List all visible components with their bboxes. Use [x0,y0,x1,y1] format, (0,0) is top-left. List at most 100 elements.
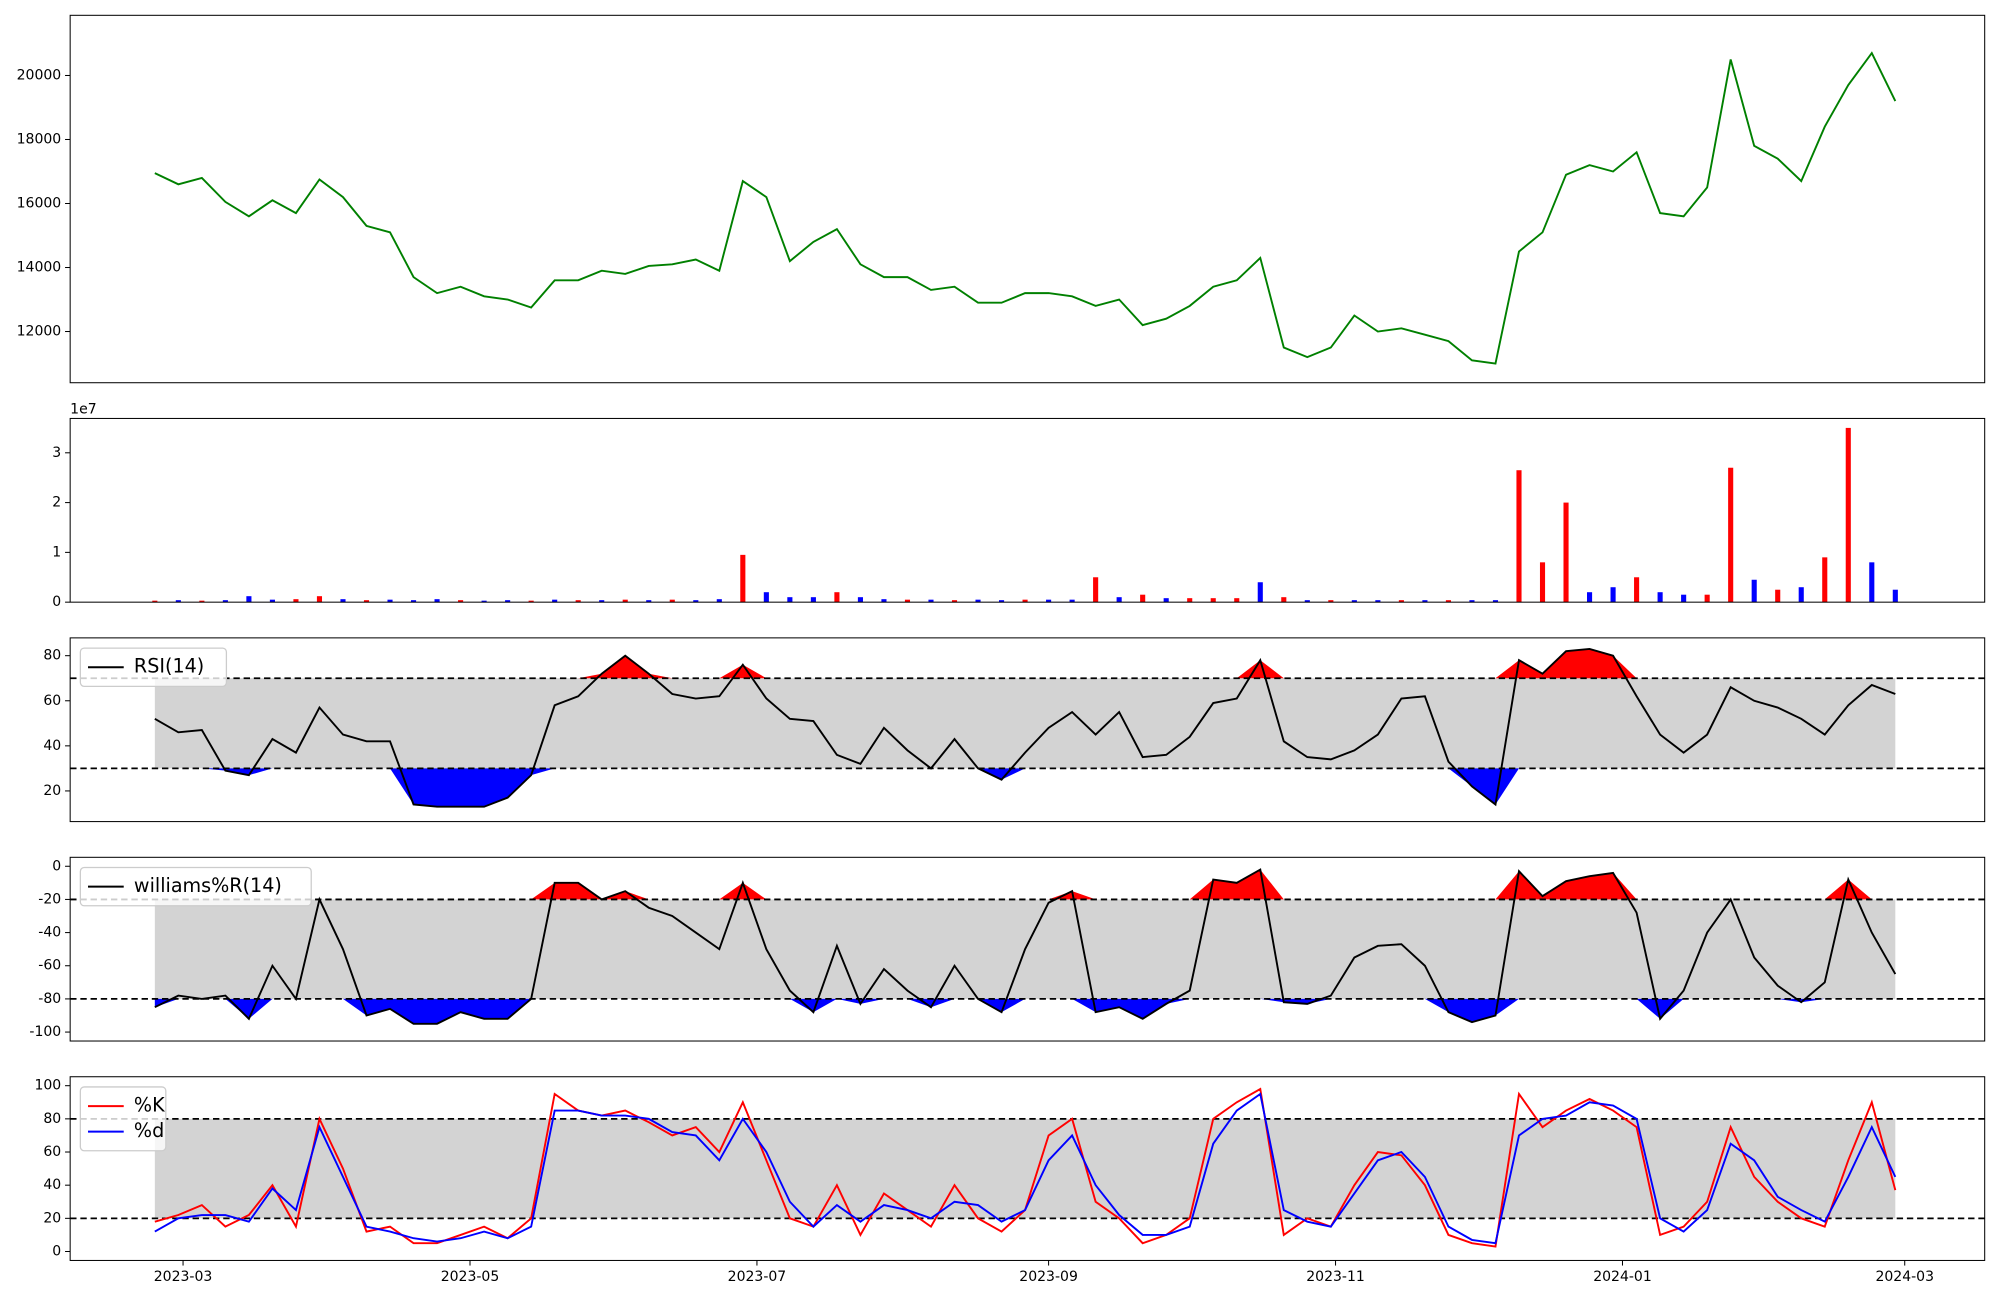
panel: -100 -80 -60 -40 -20 0 williams%R(14) [29,856,1986,1042]
volume-bar [1610,587,1616,603]
volume-bar [1539,562,1546,603]
volume-bar [1751,579,1757,603]
volume-bar [1375,600,1381,603]
legend-label: %d [134,1119,164,1142]
oversold-fill [154,768,1896,807]
threshold-band [154,1118,1896,1219]
volume-bar [1704,594,1710,603]
volume-bar [1657,592,1663,603]
volume-bar [834,592,840,603]
legend-label: RSI(14) [134,655,204,678]
volume-bar [552,599,558,603]
x-tick-label: 2024-03 [1875,1269,1934,1285]
volume-bar [622,599,628,603]
y-tick-label: -60 [38,958,61,974]
volume-bar [1398,600,1404,603]
volume-bar [646,600,652,603]
x-tick-label: 2023-07 [728,1269,787,1285]
volume-bar [1845,427,1851,603]
volume-bar [1775,589,1781,603]
x-tick-label: 2024-01 [1593,1269,1652,1285]
panel: 12000 14000 16000 18000 20000 [17,14,1986,384]
y-tick-label: 20 [43,1210,61,1226]
volume-bar [316,596,323,603]
volume-bar [1234,598,1240,603]
volume-bar [175,600,181,603]
y-tick-label: 0 [52,594,61,610]
x-tick-label: 2023-09 [1019,1269,1078,1285]
volume-bar [575,600,581,603]
volume-bar [1163,598,1169,603]
volume-bar [1022,599,1028,603]
plot-frame [69,637,1986,823]
volume-bar [1210,598,1216,603]
series-line [154,51,1897,365]
volume-bar [1116,597,1122,603]
y-tick-label: -20 [38,891,61,907]
volume-bar [951,600,958,603]
y-tick-label: 20000 [17,67,62,83]
x-tick-label: 2023-05 [441,1269,500,1285]
volume-bar [1798,587,1804,603]
volume-bar [1563,502,1569,603]
legend-label: williams%R(14) [134,874,282,897]
volume-bar [199,600,205,603]
oversold-fill [154,998,1896,1024]
volume-bar [363,600,370,603]
y-tick-label: 0 [52,1243,61,1259]
volume-bar [1304,600,1310,603]
x-tick-label: 2023-11 [1306,1269,1365,1285]
volume-bar [999,600,1005,603]
volume-bar [246,596,252,603]
legend: %K%d [79,1086,167,1152]
plot-frame [69,1076,1986,1261]
y-tick-label: 40 [43,1177,61,1193]
volume-bar [1046,599,1052,603]
volume-bar [505,600,511,603]
volume-bar [1257,582,1263,603]
volume-bar [1281,597,1287,603]
y-tick-label: 14000 [17,260,62,276]
volume-bar [1822,557,1828,603]
volume-bar [458,600,464,603]
volume-bar [410,600,417,603]
volume-bar [1587,592,1593,603]
series-line [154,868,1897,1025]
volume-bar [1445,600,1451,603]
volume-bar [222,600,228,603]
volume-bar [1728,467,1734,603]
volume-bar [340,599,346,603]
panel: 0 1 2 3 1e7 [52,402,1986,610]
legend: williams%R(14) [79,866,312,907]
volume-bar [716,599,722,603]
volume-bar [1516,470,1522,603]
volume-bar [1351,600,1357,603]
volume-bar [810,597,816,603]
y-tick-label: 60 [43,693,61,709]
volume-bar [387,599,393,603]
y-tick-label: 20 [43,783,61,799]
volume-bar [857,597,863,603]
legend-label: %K [134,1094,165,1117]
y-tick-label: 3 [52,445,61,461]
y-tick-label: 40 [43,738,61,754]
volume-bar [787,597,793,603]
legend: RSI(14) [79,647,228,687]
volume-bar [1422,600,1428,603]
volume-bar [1140,594,1146,603]
panel: 0 20 40 60 80 100 2023-03 2023-05 2023-07 2023-09… [34,1076,1986,1285]
y-tick-label: 80 [43,648,61,664]
plot-frame [69,417,1986,603]
volume-bar [975,599,981,603]
series-line [154,1092,1897,1245]
x-tick-label: 2023-03 [154,1269,213,1285]
volume-bar [1869,562,1875,603]
y-tick-label: 12000 [17,324,62,340]
volume-bar [269,599,275,603]
legend-box [79,647,228,687]
volume-bar [904,599,911,603]
y-tick-label: 100 [34,1078,61,1094]
y-tick-label: 16000 [17,195,62,211]
volume-bar [1634,577,1640,603]
